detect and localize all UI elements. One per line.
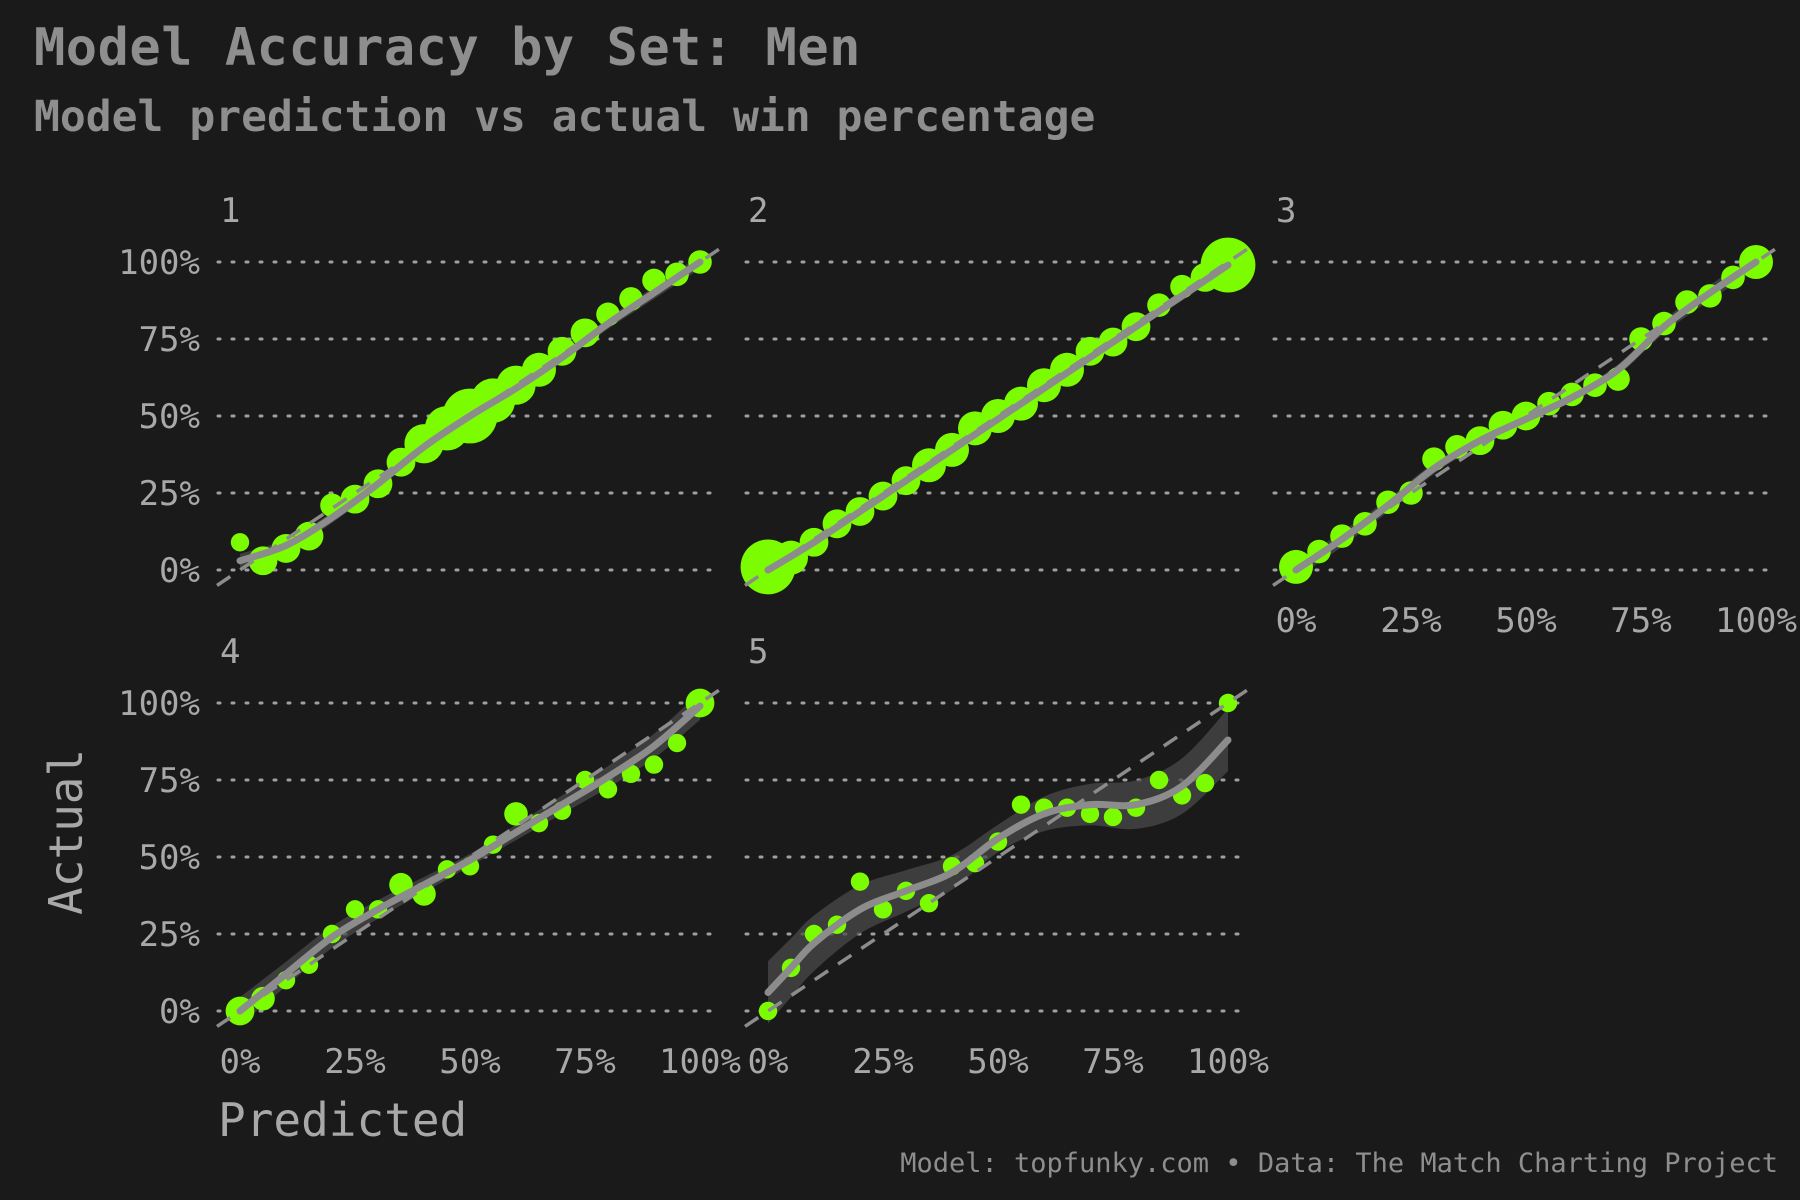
data-point	[1195, 773, 1215, 793]
x-tick-label: 50%	[439, 1042, 500, 1082]
panel-5: 50% 25% 50% 75% 100%	[744, 632, 1269, 1082]
panel-3: 3 0% 25% 50% 75% 100%	[1272, 191, 1797, 641]
panel-label: 1	[220, 191, 240, 231]
y-tick-label: 50%	[139, 397, 200, 437]
y-tick-label: 25%	[139, 915, 200, 955]
data-point	[230, 533, 250, 552]
data-point	[758, 1001, 778, 1021]
data-point	[1011, 795, 1031, 814]
chart-title: Model Accuracy by Set: Men	[34, 18, 861, 78]
x-tick-label: 75%	[1610, 601, 1671, 641]
y-axis-label: Actual	[39, 749, 93, 915]
data-point	[644, 755, 664, 774]
chart-caption: Model: topfunky.com • Data: The Match Ch…	[900, 1148, 1778, 1179]
x-tick-label: 0%	[1276, 601, 1317, 641]
x-tick-label: 100%	[1715, 601, 1797, 641]
x-tick-label: 25%	[1380, 601, 1441, 641]
x-axis-label: Predicted	[218, 1093, 467, 1147]
data-point	[504, 802, 528, 826]
y-tick-label: 75%	[139, 320, 200, 360]
y-tick-label: 100%	[118, 684, 200, 724]
x-tick-label: 75%	[1082, 1042, 1143, 1082]
y-tick-label: 0%	[159, 992, 200, 1032]
panel-label: 4	[220, 632, 240, 672]
x-tick-label: 100%	[659, 1042, 741, 1082]
y-tick-label: 0%	[159, 551, 200, 591]
data-point	[1218, 693, 1238, 713]
smooth-line	[1292, 258, 1760, 574]
panel-label: 2	[748, 191, 768, 231]
panel-label: 5	[748, 632, 768, 672]
panel-label: 3	[1276, 191, 1296, 231]
panel-1: 1 0% 25% 50% 75% 100%	[118, 191, 724, 591]
y-tick-label: 25%	[139, 474, 200, 514]
data-point	[345, 900, 365, 919]
data-point	[667, 733, 687, 753]
panels-layer: 10%25%50%75%100%2 30% 25% 50% 75% 100%40%25%5…	[118, 191, 1797, 1082]
reference-line	[744, 686, 1252, 1028]
x-tick-label: 100%	[1187, 1042, 1269, 1082]
x-tick-label: 50%	[1495, 601, 1556, 641]
data-point	[850, 872, 870, 891]
chart-subtitle: Model prediction vs actual win percentag…	[34, 92, 1096, 142]
data-point	[1103, 807, 1123, 827]
y-tick-label: 100%	[118, 243, 200, 283]
x-tick-label: 25%	[324, 1042, 385, 1082]
y-tick-label: 50%	[139, 838, 200, 878]
x-tick-label: 0%	[220, 1042, 261, 1082]
x-tick-label: 25%	[852, 1042, 913, 1082]
panel-4: 4 0% 25% 50% 75% 100% 0% 25% 50% 75% 100%	[118, 632, 741, 1082]
smooth-line	[764, 736, 1232, 996]
x-tick-label: 75%	[554, 1042, 615, 1082]
panel-2: 2	[740, 191, 1256, 595]
x-tick-label: 50%	[967, 1042, 1028, 1082]
smooth-line	[236, 702, 704, 1015]
data-point	[873, 900, 893, 919]
x-tick-label: 0%	[748, 1042, 789, 1082]
data-point	[598, 780, 618, 799]
confidence-band	[768, 708, 1228, 1024]
data-point	[1080, 804, 1100, 824]
smooth-line	[236, 258, 704, 565]
smooth-line	[764, 261, 1232, 574]
data-point	[570, 318, 600, 348]
reference-line	[216, 686, 724, 1028]
data-point	[1149, 770, 1169, 790]
y-tick-label: 75%	[139, 761, 200, 801]
